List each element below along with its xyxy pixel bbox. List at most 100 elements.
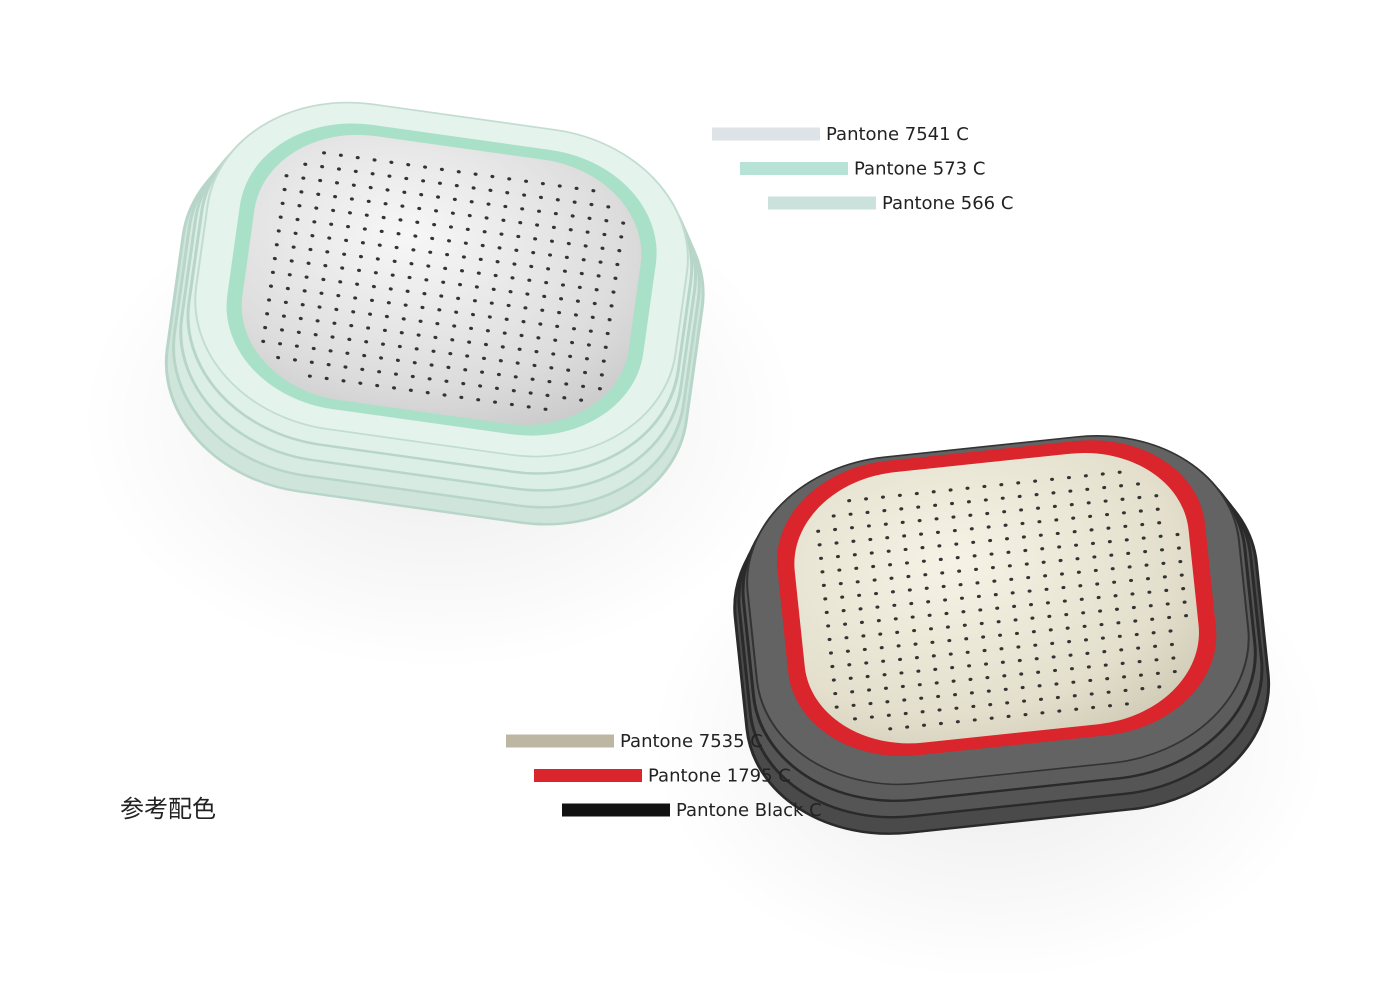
hole [1022, 699, 1027, 703]
hole [416, 333, 421, 337]
hole [544, 280, 549, 285]
hole [920, 710, 925, 714]
swatch-label: Pantone 1795 C [648, 766, 791, 787]
hole [600, 246, 605, 250]
hole [480, 370, 485, 374]
hole [439, 167, 444, 172]
hole [424, 278, 429, 282]
hole [493, 400, 498, 404]
hole [1074, 543, 1079, 547]
hole [1053, 668, 1058, 673]
hole [511, 389, 516, 393]
hole [358, 381, 363, 385]
hole [318, 178, 323, 183]
hole [369, 298, 374, 303]
hole [955, 720, 960, 724]
hole [447, 239, 452, 243]
hole [1037, 520, 1042, 524]
hole [1026, 575, 1031, 580]
hole [597, 387, 602, 391]
hole [570, 340, 575, 345]
hole [407, 275, 412, 280]
hole [1165, 602, 1170, 606]
hole [470, 312, 475, 317]
hole [982, 648, 987, 653]
hole [534, 349, 539, 354]
hole [1155, 507, 1160, 511]
hole [588, 329, 593, 333]
hole [950, 501, 955, 506]
hole [452, 324, 457, 328]
hole [930, 640, 935, 644]
hole [937, 544, 942, 548]
hole [458, 282, 463, 287]
hole [896, 644, 901, 648]
hole [601, 359, 606, 363]
hole [570, 214, 575, 218]
hole [413, 234, 418, 238]
hole [594, 288, 599, 292]
hole [1051, 491, 1056, 495]
hole [995, 606, 1000, 610]
hole [1114, 607, 1119, 611]
hole [463, 368, 468, 372]
hole [433, 335, 438, 340]
hole [304, 275, 309, 279]
hole [1000, 660, 1005, 664]
hole [308, 247, 313, 252]
hole [340, 266, 345, 270]
hole [843, 622, 848, 626]
hole [381, 215, 386, 220]
hole [867, 688, 872, 692]
hole [1023, 548, 1028, 553]
hole [444, 379, 449, 383]
hole [1051, 655, 1056, 659]
hole [1006, 714, 1011, 718]
hole [845, 649, 850, 653]
hole [393, 372, 398, 376]
hole [439, 294, 444, 298]
hole [1100, 472, 1105, 476]
hole [882, 509, 887, 513]
hole [1027, 589, 1032, 593]
hole [538, 195, 543, 200]
hole [265, 312, 270, 316]
hole [933, 503, 938, 507]
hole [452, 197, 457, 202]
hole [826, 624, 831, 628]
hole [501, 218, 506, 222]
hole [844, 636, 849, 640]
hole [296, 330, 301, 334]
hole [531, 251, 536, 255]
hole [968, 677, 973, 681]
hole [882, 673, 887, 677]
hole [276, 229, 281, 233]
hole [837, 568, 842, 572]
hole [396, 232, 401, 236]
hole [331, 208, 336, 213]
hole [1154, 494, 1159, 498]
hole [542, 294, 547, 299]
hole [398, 218, 403, 222]
hole [1158, 534, 1163, 538]
hole [1157, 521, 1162, 525]
hole [931, 490, 936, 494]
hole [921, 559, 926, 563]
hole [933, 667, 938, 671]
hole [1023, 712, 1028, 717]
hole [1050, 641, 1055, 646]
hole [934, 517, 939, 521]
hole [471, 186, 476, 190]
hole [1033, 643, 1038, 647]
hole [272, 256, 277, 261]
hole [1021, 535, 1026, 539]
hole [1005, 537, 1009, 541]
hole [566, 241, 571, 246]
hole [280, 201, 285, 206]
hole [341, 379, 346, 383]
hole [478, 384, 483, 388]
hole [1062, 599, 1067, 603]
hole [1116, 621, 1121, 625]
hole [474, 285, 479, 289]
hole [910, 615, 915, 619]
